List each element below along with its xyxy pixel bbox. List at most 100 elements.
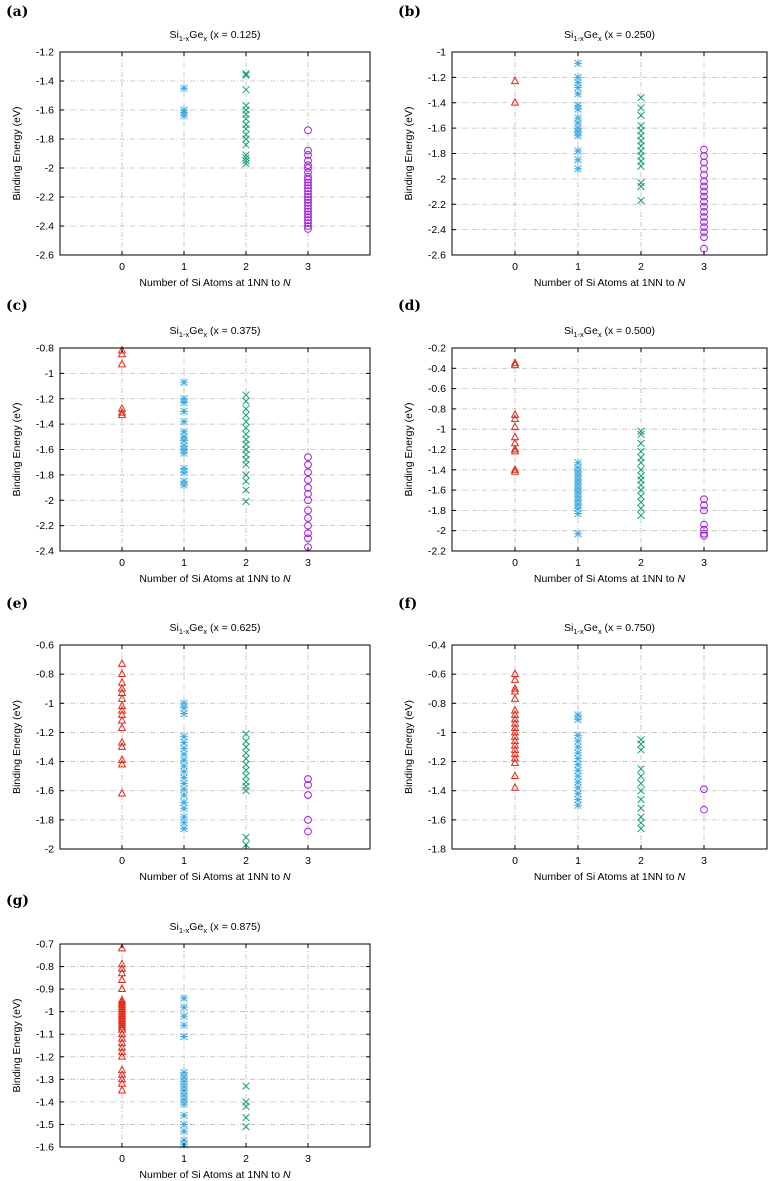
triangle-marker (510, 466, 520, 475)
star-marker (574, 715, 582, 724)
panel-label: (f) (398, 596, 417, 612)
circle-marker (304, 187, 312, 196)
title-si-subscript: 1-x (179, 34, 190, 43)
triangle-marker (510, 705, 520, 714)
y-axis-label: Binding Energy (eV) (11, 107, 23, 201)
star-marker (574, 83, 582, 92)
x-axis-label-text: Number of Si Atoms at 1NN to (139, 871, 283, 883)
y-axis-label: Binding Energy (eV) (403, 403, 415, 497)
title-ge-subscript: x (203, 627, 207, 636)
title-composition: (x = 0.875) (207, 921, 260, 933)
star-marker (180, 798, 188, 807)
triangle-marker (510, 749, 520, 758)
cross-marker (637, 93, 645, 102)
star-marker (574, 155, 582, 164)
triangle-marker (117, 1024, 127, 1033)
title-composition: (x = 0.250) (602, 29, 655, 41)
star-marker (574, 766, 582, 775)
circle-marker (304, 534, 312, 543)
triangle-marker (117, 737, 127, 746)
x-tick-label: 0 (119, 261, 125, 273)
star-marker (180, 1086, 188, 1095)
plot-title: Si1-xGex (x = 0.875) (170, 921, 261, 935)
star-marker (574, 114, 582, 122)
title-ge: Ge (584, 29, 598, 41)
star-marker (180, 699, 188, 708)
y-tick-label: -1.8 (428, 505, 446, 517)
title-si: Si (170, 921, 179, 933)
x-tick-label: 3 (305, 261, 311, 273)
star-marker (574, 754, 582, 763)
x-axis-label: Number of Si Atoms at 1NN to N (139, 871, 291, 883)
circle-marker (304, 178, 312, 187)
x-tick-label: 2 (243, 557, 249, 569)
star-marker (180, 779, 188, 788)
star-marker (574, 73, 582, 82)
panel-e: (e) Si1-xGex (x = 0.625) -2 -1.8 -1.6 -1.4 -1.… (6, 596, 371, 883)
circle-marker (304, 190, 312, 199)
y-tick-label: -1 (437, 727, 446, 739)
star-marker (180, 1021, 188, 1030)
series-x1 (574, 59, 582, 173)
y-tick-label: -1 (45, 1006, 54, 1018)
triangle-marker (510, 753, 520, 762)
star-marker (574, 772, 582, 781)
x-axis-label-symbol: N (283, 1169, 291, 1181)
y-tick-label: -1.6 (428, 123, 446, 135)
series-x3 (700, 145, 708, 253)
cross-marker (637, 824, 645, 833)
star-marker (180, 1032, 188, 1041)
triangle-marker (117, 1020, 127, 1029)
cross-marker (242, 486, 250, 494)
star-marker (574, 500, 582, 509)
triangle-marker (117, 1042, 127, 1051)
star-marker (574, 492, 582, 501)
cross-marker (242, 154, 250, 162)
series-x3 (304, 775, 312, 836)
x-tick-label: 1 (181, 557, 187, 569)
cross-marker (637, 466, 645, 474)
cross-marker (242, 125, 250, 133)
plot-title: Si1-xGex (x = 0.625) (170, 622, 261, 636)
y-tick-label: -0.6 (36, 640, 54, 652)
circle-marker (700, 177, 708, 186)
cross-marker (242, 156, 250, 165)
plot-title: Si1-xGex (x = 0.250) (564, 29, 655, 43)
cross-marker (637, 779, 645, 788)
x-tick-label: 2 (638, 855, 644, 867)
star-marker (180, 378, 188, 387)
triangle-marker (510, 409, 520, 418)
y-tick-label: -2 (437, 173, 446, 185)
cross-marker (637, 511, 645, 520)
y-axis-label: Binding Energy (eV) (11, 403, 23, 497)
cross-marker (242, 477, 250, 485)
star-marker (180, 481, 188, 489)
star-marker (180, 111, 188, 120)
star-marker (180, 1091, 188, 1100)
series-x0 (510, 669, 520, 791)
y-tick-label: -2 (45, 163, 54, 175)
cross-marker (242, 141, 250, 149)
series-x2 (242, 69, 250, 168)
triangle-marker (117, 669, 127, 678)
panel-d: (d) Si1-xGex (x = 0.500) -2.2 -2 -1.8 -1.6 -1.… (398, 298, 768, 585)
star-marker (180, 449, 188, 458)
x-axis-label-symbol: N (283, 871, 291, 883)
series-x3 (304, 126, 312, 233)
cross-marker (242, 737, 250, 745)
circle-marker (700, 529, 708, 538)
circle-marker (700, 805, 708, 814)
star-marker (574, 471, 582, 480)
triangle-marker (117, 359, 127, 368)
star-marker (574, 458, 582, 467)
y-tick-label: -1.6 (36, 444, 54, 456)
y-axis-label: Binding Energy (eV) (11, 700, 23, 794)
star-marker (180, 744, 188, 753)
x-tick-label: 2 (638, 261, 644, 273)
circle-marker (304, 201, 312, 210)
y-tick-label: -2.4 (428, 224, 446, 236)
star-marker (180, 1127, 188, 1136)
y-tick-label: -1.4 (36, 1096, 54, 1108)
triangle-marker (117, 759, 127, 768)
x-tick-label: 0 (512, 557, 518, 569)
